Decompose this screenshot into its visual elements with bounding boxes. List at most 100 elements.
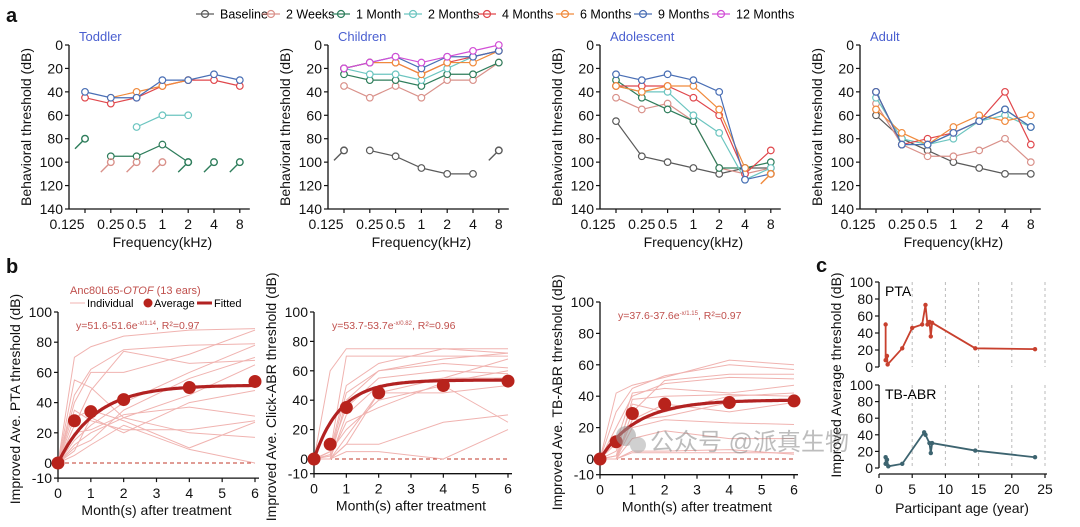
data-point — [637, 76, 646, 85]
arrow-icon — [760, 175, 770, 185]
average-point — [787, 394, 801, 408]
average-point — [51, 456, 65, 470]
x-tick-label: 1 — [690, 216, 698, 232]
data-point — [80, 134, 89, 143]
y-axis-label: Behavioral threshold (dB) — [277, 48, 293, 206]
y-tick-label: 80 — [47, 131, 63, 147]
arrow-icon — [203, 163, 213, 173]
data-point — [235, 76, 244, 85]
arrow-icon — [151, 163, 161, 173]
y-tick-label: 60 — [857, 410, 873, 426]
arrow-icon — [177, 163, 187, 173]
chart-title: Adult — [870, 29, 900, 44]
data-point — [973, 346, 978, 351]
data-point — [106, 93, 115, 102]
x-tick-label: 10 — [938, 481, 954, 497]
average-point — [84, 405, 98, 419]
data-point — [1001, 87, 1009, 96]
y-tick-label: 100 — [299, 154, 323, 170]
y-tick-label: 20 — [47, 60, 63, 76]
x-tick-label: 0 — [54, 485, 62, 501]
x-tick-label: 0.25 — [888, 216, 915, 232]
x-axis-label: Frequency(kHz) — [113, 234, 213, 250]
data-point — [919, 322, 925, 327]
x-tick-label: 4 — [469, 216, 477, 232]
x-tick-label: 0.5 — [386, 216, 406, 232]
series-6-months — [612, 82, 749, 172]
data-point — [391, 70, 400, 79]
individual-line — [57, 424, 256, 464]
data-point — [637, 152, 646, 161]
data-point — [663, 70, 672, 79]
data-point — [365, 58, 374, 67]
y-tick-label: 120 — [831, 178, 855, 194]
arrow-icon — [126, 163, 136, 173]
data-point — [897, 140, 906, 149]
x-tick-label: 4 — [741, 216, 749, 232]
panel-label-b: b — [6, 256, 18, 278]
data-point — [340, 82, 348, 90]
data-point — [158, 76, 167, 85]
data-point — [637, 105, 646, 114]
no-response-marker — [333, 146, 349, 161]
data-point — [1001, 134, 1009, 143]
panel-label-c: c — [816, 255, 827, 277]
data-point — [885, 362, 890, 367]
y-axis-label: Improved Ave. Click-ABR threshold (dB) — [263, 272, 279, 521]
wechat-icon — [630, 437, 646, 453]
individual-line — [57, 379, 256, 464]
y-tick-label: 40 — [306, 84, 322, 100]
legend-item: 9 Months — [634, 8, 709, 22]
wechat-icon — [616, 426, 636, 446]
x-tick-label: 6 — [790, 482, 798, 498]
series-4-months — [612, 82, 775, 178]
legend-item: 1 Month — [332, 8, 401, 22]
data-point — [1026, 123, 1035, 131]
data-point — [900, 346, 905, 351]
arrow-icon — [488, 151, 498, 161]
data-point — [365, 70, 374, 79]
y-tick-label: 60 — [857, 308, 873, 324]
fit-equation: y=51.6-51.6e-x/1.14, R²=0.97 — [76, 320, 200, 332]
chart-title: PTA — [885, 283, 912, 299]
x-tick-label: 0.25 — [356, 216, 383, 232]
average-point — [625, 406, 639, 420]
y-tick-label: 60 — [578, 107, 594, 123]
y-tick-label: 0 — [865, 359, 873, 375]
data-point — [975, 117, 984, 126]
data-point — [106, 158, 115, 167]
series-12-months — [340, 41, 503, 73]
legend-title-main: Anc80L65- — [70, 285, 124, 297]
x-tick-label: 2 — [443, 216, 451, 232]
legend-average-marker — [143, 298, 153, 308]
x-tick-label: 3 — [153, 485, 161, 501]
x-tick-label: 2 — [120, 485, 128, 501]
x-tick-label: 2 — [661, 482, 669, 498]
data-point — [883, 322, 888, 327]
y-tick-label: 100 — [831, 154, 855, 170]
data-point — [494, 146, 503, 155]
data-point — [132, 93, 141, 102]
fit-equation: y=37.6-37.6e-x/1.15, R²=0.97 — [618, 310, 742, 322]
individual-line — [57, 343, 256, 464]
x-tick-label: 20 — [1004, 481, 1020, 497]
x-tick-label: 0.125 — [840, 216, 875, 232]
arrow-icon — [74, 140, 84, 150]
data-point — [897, 128, 906, 137]
data-point — [923, 432, 928, 437]
data-point — [417, 93, 426, 102]
y-tick-label: 20 — [292, 422, 308, 438]
y-tick-label: 100 — [285, 304, 309, 320]
y-axis-label: Behavioral threshold (dB) — [809, 48, 825, 206]
y-tick-label: 80 — [857, 394, 873, 410]
no-response-marker — [74, 134, 89, 150]
x-tick-label: 1 — [87, 485, 95, 501]
series-1-month — [340, 58, 503, 90]
y-tick-label: 60 — [292, 363, 308, 379]
data-point — [663, 105, 672, 114]
data-point — [612, 82, 620, 90]
legend-marker — [482, 9, 492, 19]
y-tick-label: 0 — [865, 460, 873, 476]
x-axis-label: Month(s) after treatment — [81, 502, 231, 518]
